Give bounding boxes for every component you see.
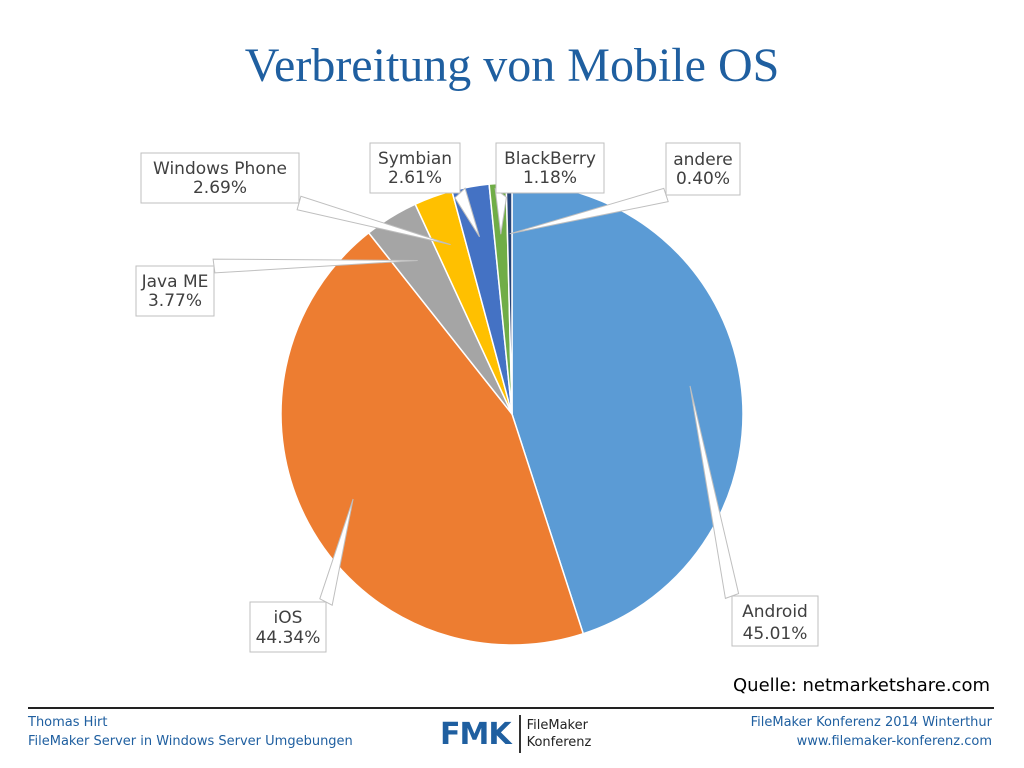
data-label-value-windows-phone: 2.69%: [193, 178, 247, 198]
logo-line-1: FileMaker: [526, 718, 588, 733]
data-label-box-java-me: [135, 265, 215, 317]
data-label-box-windows-phone: [140, 152, 300, 204]
data-label-name-windows-phone: Windows Phone: [153, 159, 287, 179]
logo-separator: [518, 715, 521, 753]
footer-event: FileMaker Konferenz 2014 Winterthur: [750, 715, 992, 730]
data-label-value-andere: 0.40%: [676, 169, 730, 189]
data-label-name-blackberry: BlackBerry: [504, 149, 596, 169]
footer-author: Thomas Hirt: [28, 715, 108, 730]
data-label-box-symbian: [369, 142, 461, 194]
data-label-value-symbian: 2.61%: [388, 168, 442, 188]
source-note: Quelle: netmarketshare.com: [733, 675, 990, 696]
logo-text: FileMaker Konferenz: [527, 717, 592, 751]
data-label-name-android: Android: [742, 602, 808, 622]
footer-left: Thomas Hirt FileMaker Server in Windows …: [28, 713, 353, 751]
data-label-box-ios: [249, 601, 327, 653]
data-label-name-ios: iOS: [274, 608, 303, 628]
fmk-logo: FMK FileMaker Konferenz: [440, 713, 591, 755]
data-label-name-andere: andere: [673, 150, 733, 170]
data-label-box-android: [731, 595, 819, 647]
footer-talk-title: FileMaker Server in Windows Server Umgeb…: [28, 734, 353, 749]
footer-website: www.filemaker-konferenz.com: [796, 734, 992, 749]
logo-mark: FMK: [440, 716, 512, 752]
data-label-name-java-me: Java ME: [141, 272, 209, 292]
data-label-value-blackberry: 1.18%: [523, 168, 577, 188]
footer-divider: [28, 707, 994, 709]
data-label-value-java-me: 3.77%: [148, 291, 202, 311]
data-label-box-blackberry: [495, 142, 605, 194]
pie-slice-ios: [280, 231, 585, 646]
footer-right: FileMaker Konferenz 2014 Winterthur www.…: [751, 713, 992, 751]
data-label-name-symbian: Symbian: [378, 149, 452, 169]
slide-title: Verbreitung von Mobile OS: [244, 39, 780, 92]
pie-slice-android: [511, 182, 744, 635]
data-label-value-android: 45.01%: [743, 624, 808, 644]
data-label-box-andere: [665, 142, 741, 196]
logo-line-2: Konferenz: [526, 735, 592, 750]
data-label-value-ios: 44.34%: [256, 628, 321, 648]
